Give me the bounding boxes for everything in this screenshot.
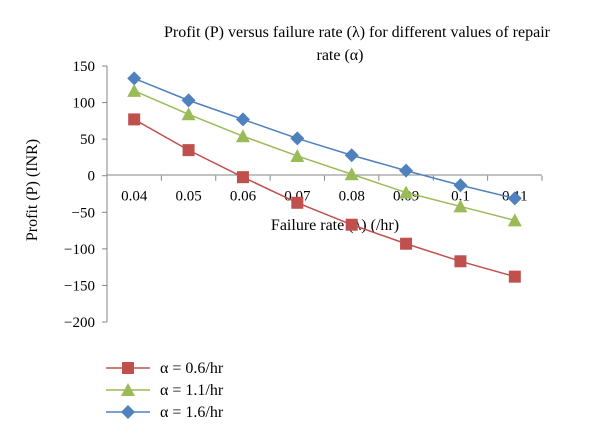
x-tick-label: 0.06 — [230, 189, 257, 205]
x-tick-label: 0.05 — [175, 189, 201, 205]
legend-label: α = 1.6/hr — [160, 404, 224, 421]
y-tick-label: −150 — [64, 278, 95, 294]
data-point — [181, 93, 196, 108]
legend-marker — [121, 383, 135, 396]
data-point — [181, 107, 196, 121]
legend-marker — [121, 405, 135, 419]
legend-item: α = 0.6/hr — [106, 360, 224, 377]
series-line — [133, 90, 515, 222]
y-axis-title: Profit (P) (INR) — [24, 139, 41, 241]
data-point — [235, 112, 250, 127]
legend-label: α = 0.6/hr — [160, 360, 224, 377]
series-2 — [127, 71, 522, 206]
x-ticks: 0.040.050.060.070.080.090.10.11 — [106, 175, 543, 205]
series-1 — [127, 83, 522, 227]
data-point — [399, 163, 414, 178]
y-tick-label: −100 — [64, 242, 95, 258]
y-ticks: 150 100 50 0 −50 −100 −150 −200 — [64, 59, 107, 331]
series-line — [133, 77, 515, 200]
series-0 — [128, 113, 521, 283]
x-axis-title: Failure rate (λ) (/hr) — [271, 217, 399, 234]
data-point — [399, 185, 414, 199]
data-point — [453, 199, 468, 213]
series-layer — [127, 71, 522, 283]
data-point — [127, 83, 142, 97]
legend: α = 0.6/hr α = 1.1/hr α = 1.6/hr — [106, 360, 224, 421]
y-tick-label: −200 — [64, 315, 95, 331]
x-tick-label: 0.1 — [451, 189, 470, 205]
data-point — [236, 171, 249, 184]
x-tick-label: 0.04 — [121, 189, 148, 205]
data-point — [291, 196, 304, 209]
data-point — [508, 270, 521, 283]
data-point — [182, 144, 195, 157]
data-point — [454, 255, 467, 268]
chart-title-line-1: Profit (P) versus failure rate (λ) for d… — [164, 24, 551, 41]
y-tick-label: 50 — [80, 132, 95, 148]
data-point — [507, 213, 522, 227]
x-tick-label: 0.07 — [284, 189, 311, 205]
x-tick-label: 0.08 — [339, 189, 365, 205]
data-point — [400, 237, 413, 250]
y-tick-label: 0 — [88, 169, 96, 185]
data-point — [290, 131, 305, 146]
data-point — [235, 129, 250, 143]
chart-title-line-2: rate (α) — [316, 47, 363, 64]
y-tick-label: −50 — [72, 205, 95, 221]
legend-marker — [122, 362, 134, 374]
y-tick-label: 100 — [73, 96, 96, 112]
legend-item: α = 1.6/hr — [106, 404, 224, 421]
data-point — [290, 148, 305, 162]
y-tick-label: 150 — [73, 59, 96, 75]
data-point — [507, 191, 522, 206]
legend-item: α = 1.1/hr — [106, 382, 224, 399]
data-point — [345, 218, 358, 231]
data-point — [127, 71, 142, 86]
data-point — [453, 178, 468, 193]
data-point — [128, 113, 141, 126]
legend-label: α = 1.1/hr — [160, 382, 224, 399]
data-point — [344, 167, 359, 181]
data-point — [344, 148, 359, 163]
series-line — [133, 118, 516, 278]
